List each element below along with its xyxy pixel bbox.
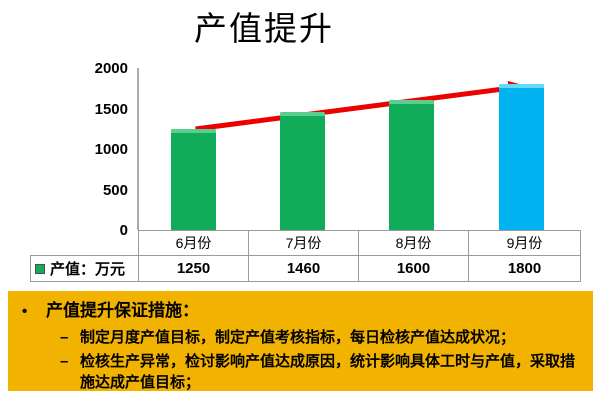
month-cell: 8月份 <box>358 230 469 256</box>
bar-top-highlight <box>499 84 544 88</box>
table-spacer-cell <box>31 231 139 256</box>
y-axis-tick: 1000 <box>94 141 128 158</box>
bullet-icon: • <box>22 303 28 320</box>
bar-top-highlight <box>389 100 434 104</box>
plot-area <box>137 68 577 230</box>
bar-top-highlight <box>280 112 325 116</box>
legend-label: 产值：万元 <box>50 261 126 278</box>
y-axis-tick: 500 <box>102 181 128 199</box>
month-cell: 7月份 <box>248 230 359 256</box>
table-row-months: 6月份 7月份 8月份 9月份 <box>31 230 581 256</box>
legend-cell: 产值：万元 <box>30 255 139 282</box>
series-swatch-icon <box>35 263 45 274</box>
notes-heading: • 产值提升保证措施： <box>22 299 583 324</box>
data-table: 6月份 7月份 8月份 9月份 产值：万元 1250 1460 1600 1800 <box>30 230 581 282</box>
bar-8月份 <box>389 100 434 230</box>
bar-7月份 <box>280 112 325 230</box>
notes-item-text: 制定月度产值目标，制定产值考核指标，每日检核产值达成状况； <box>80 329 516 346</box>
value-cell: 1250 <box>138 255 249 282</box>
month-cell: 6月份 <box>138 230 249 256</box>
dash-icon: – <box>60 329 69 346</box>
bar-9月份 <box>499 84 544 230</box>
table-row-values: 产值：万元 1250 1460 1600 1800 <box>30 255 581 282</box>
month-cell: 9月份 <box>468 230 581 256</box>
notes-item-text: 检核生产异常，检讨影响产值达成原因，统计影响具体工时与产值，采取措施达成产值目标… <box>80 353 576 391</box>
dash-icon: – <box>60 353 69 370</box>
notes-item: – 检核生产异常，检讨影响产值达成原因，统计影响具体工时与产值，采取措施达成产值… <box>60 351 583 393</box>
bar-6月份 <box>171 129 216 230</box>
value-cell: 1460 <box>248 255 359 282</box>
y-axis-tick: 2000 <box>94 60 128 77</box>
y-axis-tick: 0 <box>119 222 128 239</box>
notes-panel: • 产值提升保证措施： – 制定月度产值目标，制定产值考核指标，每日检核产值达成… <box>8 291 593 391</box>
notes-heading-text: 产值提升保证措施： <box>46 301 199 320</box>
y-axis-tick: 1500 <box>94 100 128 118</box>
value-cell: 1600 <box>358 255 469 282</box>
value-cell: 1800 <box>468 255 581 282</box>
page-title: 产值提升 <box>194 12 334 48</box>
bar-top-highlight <box>171 129 216 133</box>
notes-item: – 制定月度产值目标，制定产值考核指标，每日检核产值达成状况； <box>60 327 583 348</box>
